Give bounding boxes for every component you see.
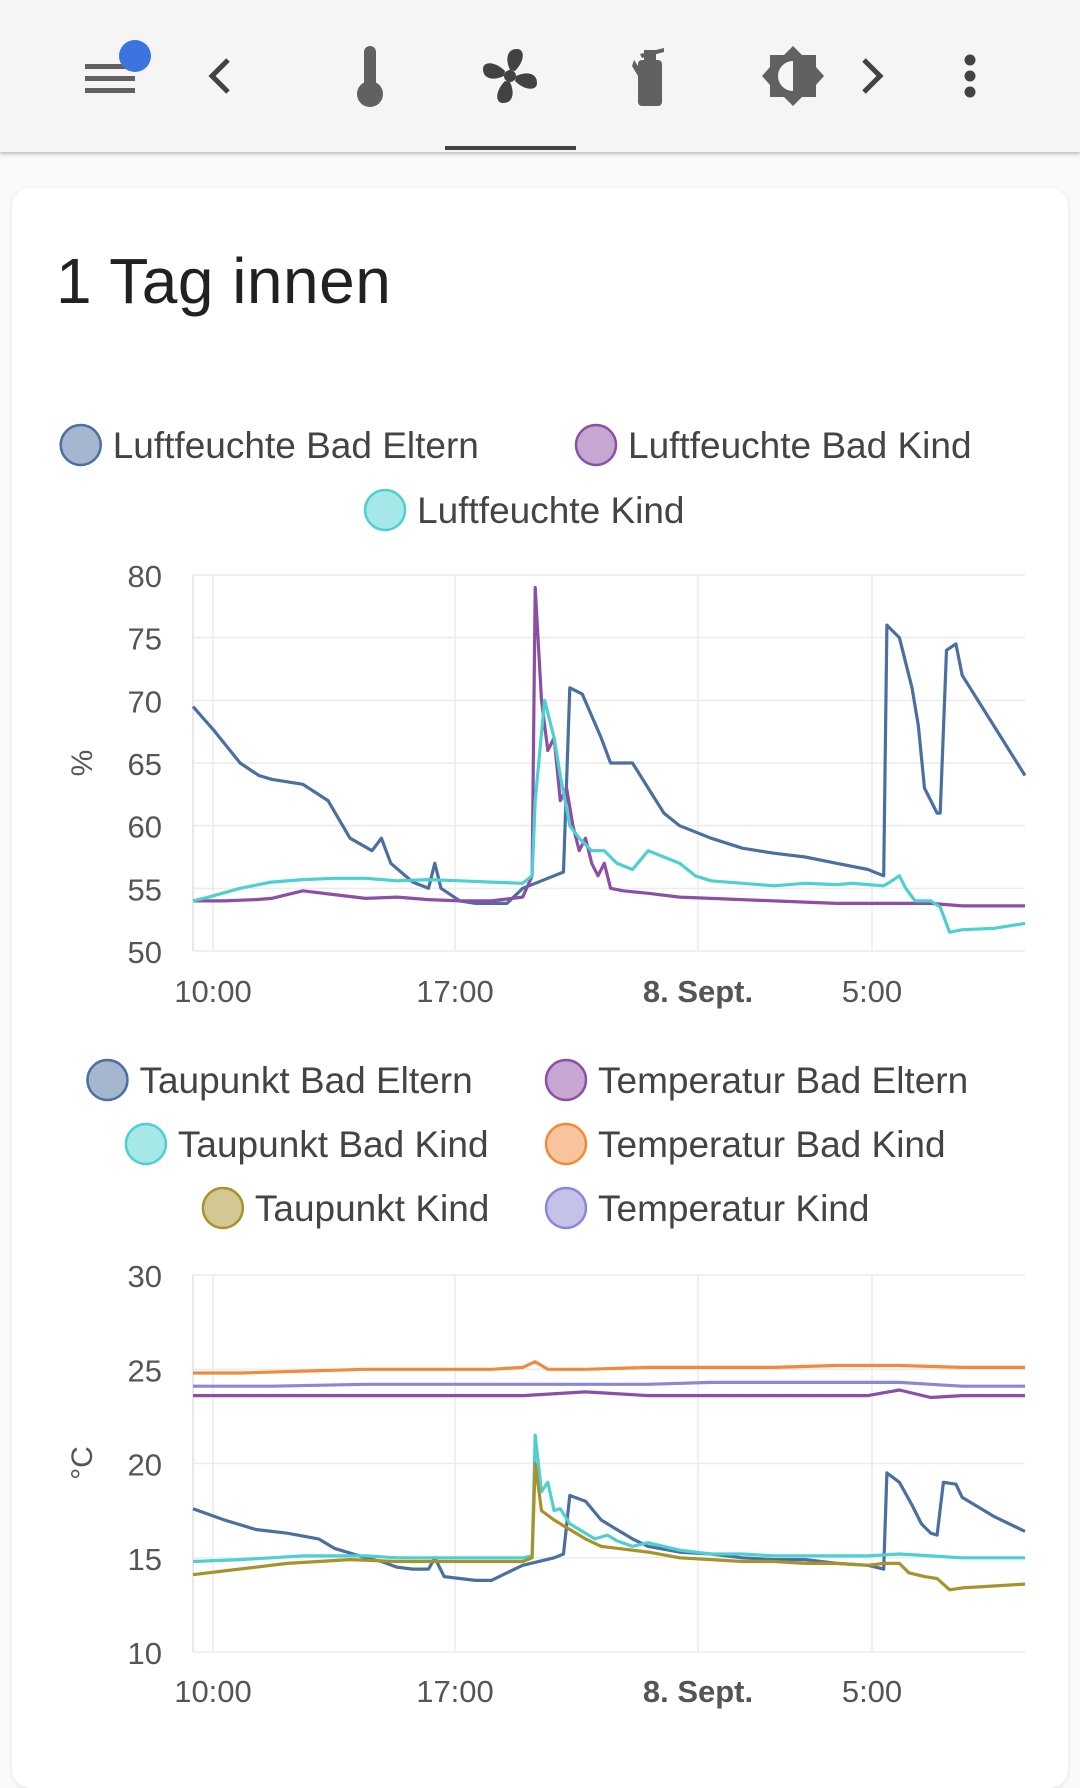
legend-label: Temperatur Bad Kind: [598, 1124, 946, 1165]
y-tick-label: 10: [128, 1636, 162, 1671]
legend-swatch: [201, 1186, 245, 1230]
dots-vertical-icon: [964, 54, 976, 98]
legend-item: Taupunkt Bad Kind: [124, 1122, 489, 1166]
x-tick-label: 5:00: [842, 1674, 902, 1709]
brightness-icon: [762, 46, 824, 106]
chart-series: [191, 585, 1027, 934]
y-tick-label: 75: [128, 622, 162, 657]
legend-label: Luftfeuchte Bad Kind: [628, 425, 972, 466]
legend-swatch: [544, 1186, 588, 1230]
x-tick-label: 10:00: [174, 1674, 252, 1709]
legend-item: Luftfeuchte Bad Eltern: [59, 423, 479, 467]
top-app-bar: [0, 0, 1080, 152]
series-line: [192, 1433, 1025, 1564]
chevron-right-icon: [862, 58, 884, 94]
series-line: [192, 1471, 1026, 1582]
scroll-tabs-right-button[interactable]: [842, 36, 902, 116]
y-tick-label: 60: [128, 810, 162, 845]
legend-label: Temperatur Bad Eltern: [598, 1060, 968, 1101]
series-line: [193, 1388, 1025, 1400]
x-tick-label: 5:00: [842, 974, 902, 1009]
thermometer-icon: [357, 46, 383, 107]
y-tick-label: 55: [128, 872, 162, 907]
y-tick-label: 65: [128, 747, 162, 782]
x-tick-label: 8. Sept.: [643, 1674, 753, 1709]
legend-label: Taupunkt Bad Kind: [178, 1124, 489, 1165]
legend-label: Taupunkt Kind: [255, 1188, 490, 1229]
legend-label: Taupunkt Bad Eltern: [139, 1060, 472, 1101]
series-line: [193, 1380, 1025, 1388]
legend-swatch: [124, 1122, 168, 1166]
legend-swatch: [544, 1122, 588, 1166]
legend-swatch: [574, 423, 618, 467]
tab-brightness[interactable]: [753, 36, 833, 116]
card-title: 1 Tag innen: [56, 245, 392, 317]
series-line: [192, 698, 1026, 934]
tab-temperature[interactable]: [330, 36, 410, 116]
x-tick-label: 8. Sept.: [643, 974, 753, 1009]
legend-item: Temperatur Bad Kind: [544, 1122, 946, 1166]
menu-button[interactable]: [80, 36, 160, 116]
y-tick-label: 20: [128, 1448, 162, 1483]
legend-item: Luftfeuchte Kind: [363, 488, 685, 532]
legend-swatch: [544, 1058, 588, 1102]
notification-badge: [119, 40, 151, 72]
legend-item: Luftfeuchte Bad Kind: [574, 423, 972, 467]
chart-1: Luftfeuchte Bad Eltern Luftfeuchte Bad Ki…: [59, 423, 1027, 1009]
x-tick-label: 17:00: [416, 974, 494, 1009]
legend-item: Taupunkt Kind: [201, 1186, 490, 1230]
y-tick-label: 30: [128, 1259, 162, 1294]
fire-extinguisher-icon: [632, 48, 664, 106]
legend-label: Luftfeuchte Bad Eltern: [113, 425, 479, 466]
fan-icon: [483, 49, 537, 103]
chart-grid: [192, 1274, 1025, 1653]
legend-item: Temperatur Bad Eltern: [544, 1058, 968, 1102]
chart-legend: Luftfeuchte Bad Eltern Luftfeuchte Bad Ki…: [59, 423, 972, 532]
chart-legend: Taupunkt Bad Eltern Temperatur Bad Eltern…: [86, 1058, 968, 1230]
y-axis-label: %: [66, 750, 99, 777]
history-card: 1 Tag innen: [12, 188, 1068, 1788]
active-tab-indicator: [445, 146, 576, 150]
series-line: [192, 1461, 1026, 1592]
legend-item: Taupunkt Bad Eltern: [86, 1058, 473, 1102]
y-tick-label: 80: [128, 559, 162, 594]
legend-swatch: [363, 488, 407, 532]
chevron-left-icon: [208, 58, 230, 94]
tab-fire-safety[interactable]: [610, 36, 690, 116]
overflow-menu-button[interactable]: [940, 36, 1000, 116]
chart-2: Taupunkt Bad Eltern Temperatur Bad Eltern…: [66, 1058, 1026, 1709]
series-line: [193, 1360, 1025, 1375]
x-tick-label: 17:00: [416, 1674, 494, 1709]
x-tick-label: 10:00: [174, 974, 252, 1009]
series-line: [191, 623, 1027, 905]
legend-swatch: [59, 423, 102, 467]
y-axis-label: °C: [66, 1446, 99, 1480]
legend-item: Temperatur Kind: [544, 1186, 869, 1230]
menu-icon: [85, 40, 151, 93]
y-tick-label: 15: [128, 1542, 162, 1577]
chart-series: [192, 1360, 1026, 1592]
legend-label: Temperatur Kind: [598, 1188, 869, 1229]
y-tick-label: 25: [128, 1353, 162, 1388]
scroll-tabs-left-button[interactable]: [190, 36, 250, 116]
y-tick-label: 50: [128, 935, 162, 970]
y-tick-label: 70: [128, 684, 162, 719]
series-line: [193, 585, 1025, 908]
legend-swatch: [86, 1058, 129, 1102]
legend-label: Luftfeuchte Kind: [417, 490, 684, 531]
tab-ventilation[interactable]: [470, 36, 550, 116]
